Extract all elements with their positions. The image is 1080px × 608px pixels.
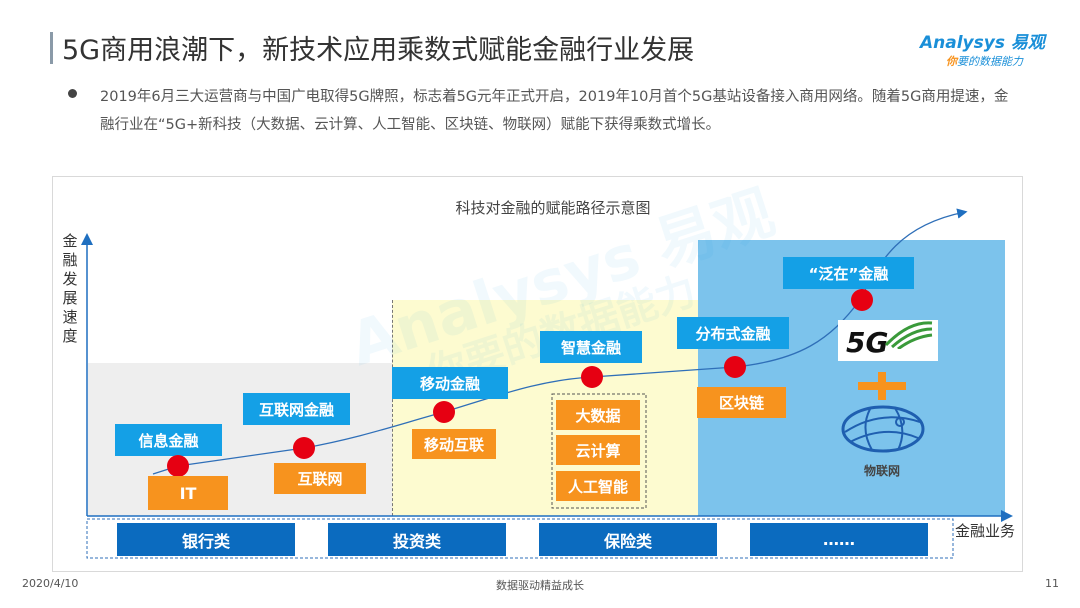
5g-logo: 5G bbox=[838, 320, 938, 361]
tech-label: 区块链 bbox=[697, 387, 786, 418]
stage-dot bbox=[581, 366, 603, 388]
x-axis-label: 金融业务 bbox=[955, 522, 1016, 540]
bullet-text: 2019年6月三大运营商与中国广电取得5G牌照，标志着5G元年正式开启，2019… bbox=[100, 89, 1009, 133]
finance-label: 分布式金融 bbox=[677, 317, 789, 349]
stage-dot bbox=[433, 401, 455, 423]
iot-label: 物联网 bbox=[863, 464, 900, 478]
footer-date: 2020/4/10 bbox=[22, 577, 79, 590]
smart-tech-dashed-box bbox=[551, 393, 647, 509]
tech-label: 移动互联 bbox=[412, 429, 496, 459]
tech-label: 人工智能 bbox=[556, 471, 640, 501]
finance-label: 智慧金融 bbox=[540, 331, 642, 363]
plus-icon bbox=[858, 372, 906, 400]
finance-label: “泛在”金融 bbox=[783, 257, 914, 289]
category-more: …… bbox=[750, 523, 928, 556]
category-insurance: 保险类 bbox=[539, 523, 717, 556]
y-axis-label: 金融发展速度 bbox=[62, 232, 78, 345]
finance-label: 移动金融 bbox=[392, 367, 508, 399]
globe-network-icon bbox=[841, 405, 925, 453]
tech-label: 互联网 bbox=[274, 463, 366, 494]
finance-label: 互联网金融 bbox=[243, 393, 350, 425]
diagram-title: 科技对金融的赋能路径示意图 bbox=[455, 199, 651, 217]
bullet-icon bbox=[68, 89, 77, 98]
category-dashed-box bbox=[86, 518, 954, 559]
stage-dot bbox=[293, 437, 315, 459]
stage-dot bbox=[167, 455, 189, 477]
tech-label: 大数据 bbox=[556, 400, 640, 430]
analysys-logo: Analysys 易观 你要的数据能力 bbox=[920, 33, 1045, 68]
footer-slogan: 数据驱动精益成长 bbox=[496, 579, 584, 592]
tech-label: 云计算 bbox=[556, 435, 640, 465]
category-banking: 银行类 bbox=[117, 523, 295, 556]
finance-label: 信息金融 bbox=[115, 424, 222, 456]
tech-label: IT bbox=[148, 476, 228, 510]
stage-dot bbox=[851, 289, 873, 311]
stage-dot bbox=[724, 356, 746, 378]
title-accent-bar bbox=[50, 32, 53, 64]
page-title: 5G商用浪潮下，新技术应用乘数式赋能金融行业发展 bbox=[62, 35, 695, 66]
page-number: 11 bbox=[1045, 577, 1059, 590]
category-investment: 投资类 bbox=[328, 523, 506, 556]
